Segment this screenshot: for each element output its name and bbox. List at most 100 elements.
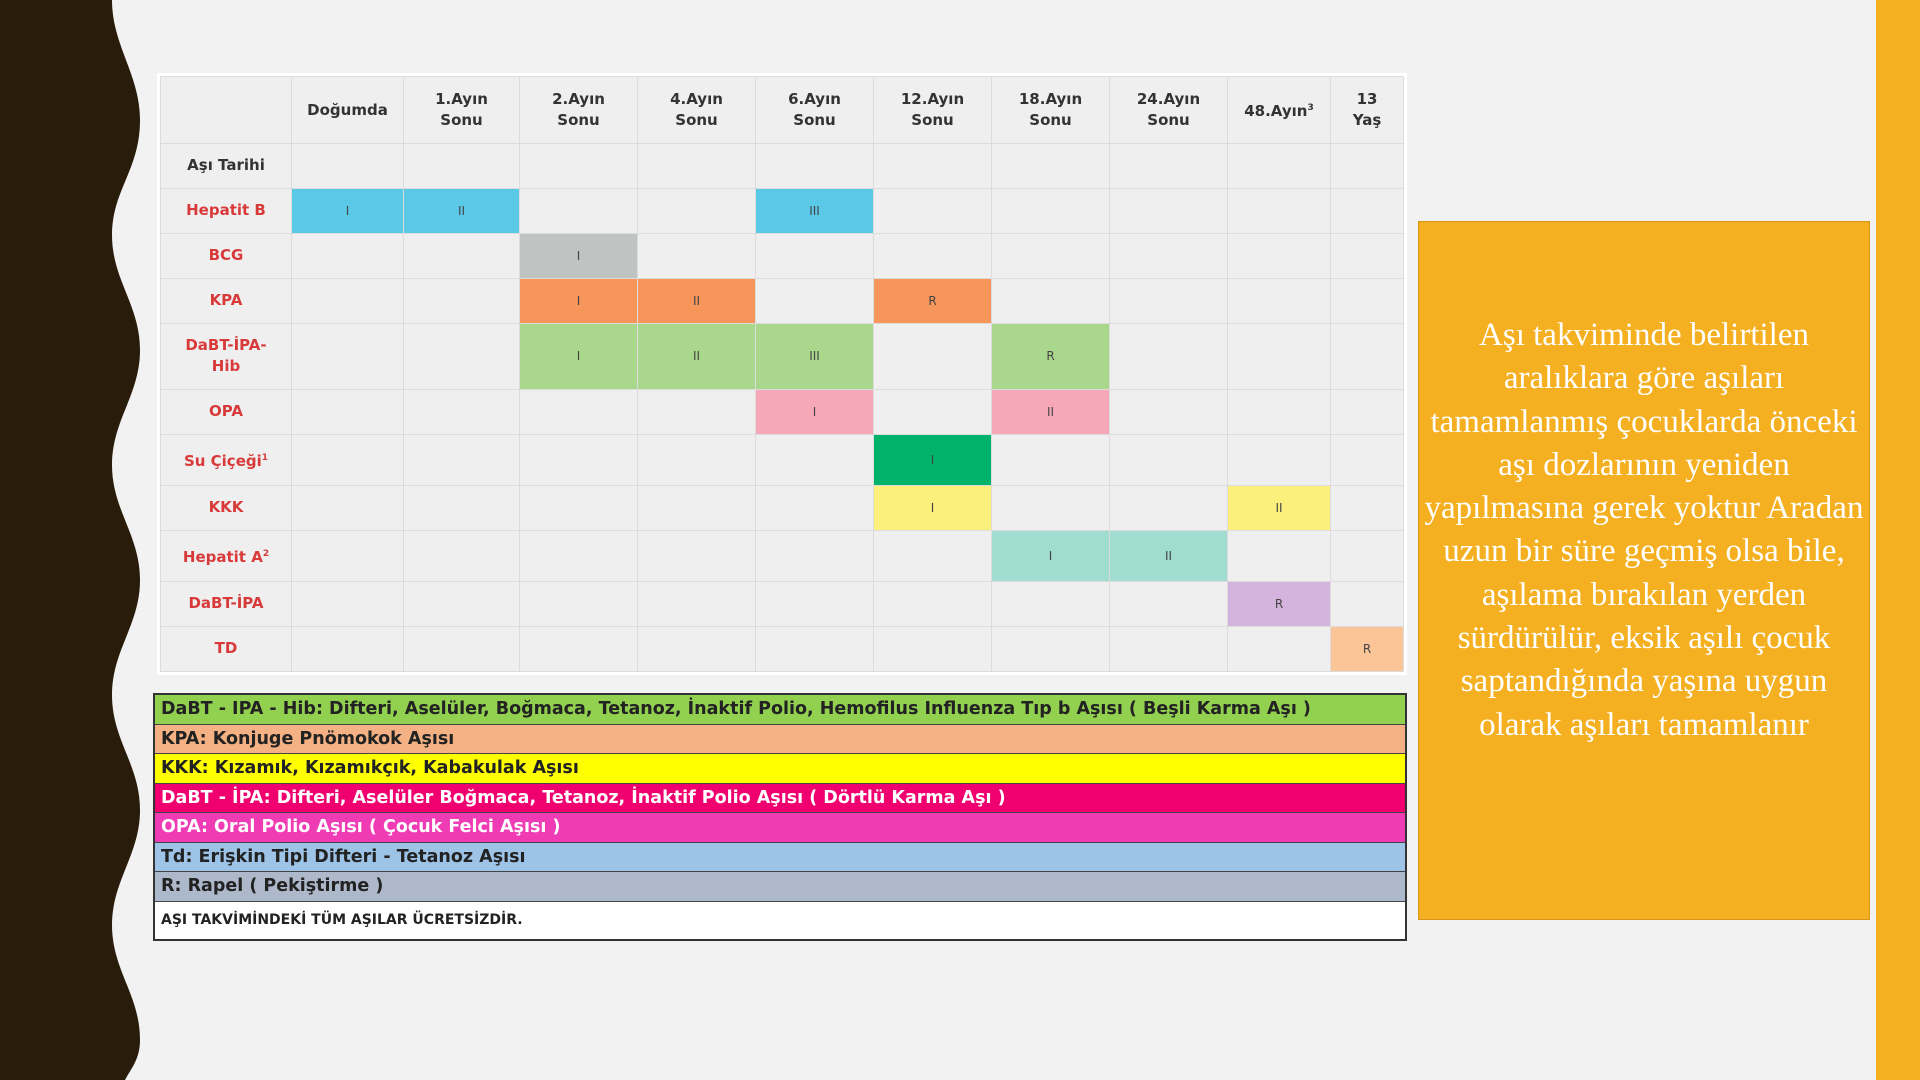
dose-cell — [1227, 232, 1331, 279]
dose-cell — [637, 433, 756, 486]
info-text: Aşı takviminde belirtilen aralıklara gör… — [1424, 317, 1864, 743]
left-wave-border — [0, 0, 140, 1080]
table-row: DaBT-İPA R — [160, 581, 1404, 627]
vaccine-schedule-table: Doğumda 1.Ayın Sonu 2.Ayın Sonu 4.Ayın Sonu 6.A… — [157, 73, 1407, 675]
dose-cell — [991, 187, 1110, 234]
table-row: Aşı Tarihi — [160, 143, 1404, 189]
dose-cell — [1109, 388, 1228, 435]
dose-cell: R — [991, 322, 1110, 390]
column-header: 12.Ayın Sonu — [873, 76, 992, 144]
dose-cell: I — [991, 529, 1110, 583]
table-row: KKK I II — [160, 484, 1404, 531]
dose-cell — [291, 322, 404, 390]
dose-cell — [291, 484, 404, 531]
dose-cell — [873, 581, 992, 627]
row-label: KPA — [160, 277, 292, 324]
dose-cell — [519, 484, 638, 531]
dose-cell — [873, 625, 992, 673]
row-label: OPA — [160, 388, 292, 435]
legend-item: Td: Erişkin Tipi Difteri - Tetanoz Aşısı — [155, 842, 1405, 872]
dose-cell: I — [519, 232, 638, 279]
dose-cell: R — [873, 277, 992, 324]
dose-cell — [1109, 187, 1228, 234]
row-label: DaBT-İPA- Hib — [160, 322, 292, 390]
dose-cell — [1330, 529, 1404, 583]
dose-cell — [1109, 322, 1228, 390]
legend-item: DaBT - IPA - Hib: Difteri, Aselüler, Boğ… — [155, 695, 1405, 725]
dose-cell: I — [519, 322, 638, 390]
dose-cell — [1227, 388, 1331, 435]
dose-cell: II — [403, 187, 520, 234]
dose-cell — [519, 581, 638, 627]
table-row: TD R — [160, 625, 1404, 673]
dose-cell — [1330, 277, 1404, 324]
dose-cell — [755, 529, 874, 583]
dose-cell — [637, 143, 756, 189]
dose-cell — [1109, 581, 1228, 627]
info-box: Aşı takviminde belirtilen aralıklara gör… — [1418, 221, 1870, 920]
dose-cell — [1330, 322, 1404, 390]
dose-cell — [991, 625, 1110, 673]
dose-cell: II — [991, 388, 1110, 435]
dose-cell — [873, 322, 992, 390]
dose-cell — [1109, 433, 1228, 486]
dose-cell — [291, 232, 404, 279]
dose-cell — [519, 143, 638, 189]
legend-item: DaBT - İPA: Difteri, Aselüler Boğmaca, T… — [155, 783, 1405, 813]
dose-cell — [991, 232, 1110, 279]
dose-cell — [637, 529, 756, 583]
dose-cell: R — [1330, 625, 1404, 673]
legend-item: KKK: Kızamık, Kızamıkçık, Kabakulak Aşıs… — [155, 754, 1405, 784]
right-accent-stripe — [1876, 0, 1920, 1080]
dose-cell — [1330, 143, 1404, 189]
dose-cell — [403, 529, 520, 583]
column-header: 24.Ayın Sonu — [1109, 76, 1228, 144]
column-header: 48.Ayın3 — [1227, 76, 1331, 144]
dose-cell — [403, 625, 520, 673]
vaccine-legend: DaBT - IPA - Hib: Difteri, Aselüler, Boğ… — [153, 693, 1407, 941]
dose-cell — [403, 277, 520, 324]
column-header: 2.Ayın Sonu — [519, 76, 638, 144]
dose-cell: III — [755, 322, 874, 390]
dose-cell — [403, 433, 520, 486]
legend-item: OPA: Oral Polio Aşısı ( Çocuk Felci Aşıs… — [155, 813, 1405, 843]
dose-cell — [755, 433, 874, 486]
legend-item: KPA: Konjuge Pnömokok Aşısı — [155, 724, 1405, 754]
column-header: 6.Ayın Sonu — [755, 76, 874, 144]
dose-cell — [991, 143, 1110, 189]
dose-cell — [755, 232, 874, 279]
dose-cell — [637, 187, 756, 234]
dose-cell — [403, 581, 520, 627]
row-label: Su Çiçeği1 — [160, 433, 292, 486]
dose-cell — [519, 388, 638, 435]
dose-cell — [291, 388, 404, 435]
row-label: BCG — [160, 232, 292, 279]
dose-cell — [1227, 143, 1331, 189]
dose-cell: I — [873, 433, 992, 486]
dose-cell — [403, 484, 520, 531]
dose-cell: I — [873, 484, 992, 531]
column-header: 13 Yaş — [1330, 76, 1404, 144]
dose-cell: I — [291, 187, 404, 234]
column-header: 4.Ayın Sonu — [637, 76, 756, 144]
dose-cell — [519, 187, 638, 234]
dose-cell — [637, 484, 756, 531]
dose-cell — [1227, 433, 1331, 486]
table-row: Hepatit A2 I II — [160, 529, 1404, 583]
dose-cell — [1330, 232, 1404, 279]
dose-cell — [873, 187, 992, 234]
dose-cell — [1109, 277, 1228, 324]
dose-cell — [403, 322, 520, 390]
dose-cell — [637, 232, 756, 279]
dose-cell — [873, 529, 992, 583]
dose-cell — [873, 143, 992, 189]
dose-cell — [403, 143, 520, 189]
legend-note: AŞI TAKVİMİNDEKİ TÜM AŞILAR ÜCRETSİZDİR. — [155, 901, 1405, 939]
dose-cell — [1227, 187, 1331, 234]
dose-cell — [991, 581, 1110, 627]
dose-cell — [1227, 277, 1331, 324]
row-label: TD — [160, 625, 292, 673]
dose-cell — [991, 433, 1110, 486]
column-header: Doğumda — [291, 76, 404, 144]
dose-cell: II — [637, 277, 756, 324]
